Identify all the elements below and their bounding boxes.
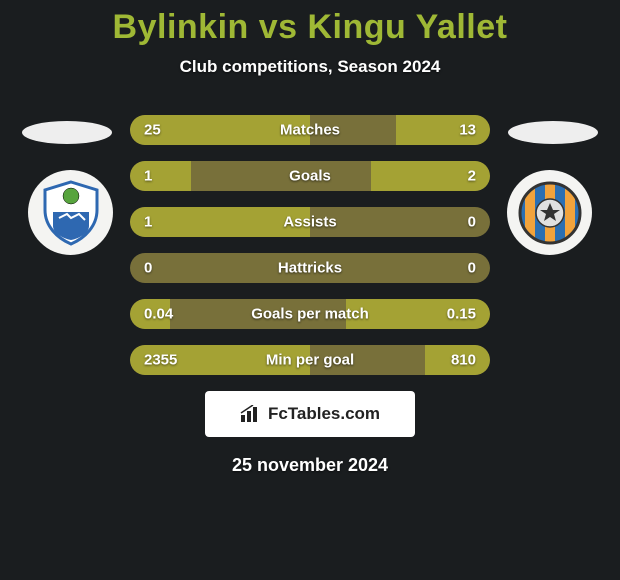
bar-value-right: 0 — [468, 260, 476, 277]
bar-row: 0 0 Hattricks — [130, 253, 490, 283]
bar-row: 0.04 0.15 Goals per match — [130, 299, 490, 329]
bar-label: Hattricks — [278, 260, 342, 277]
bar-left-fill — [130, 161, 191, 191]
crest-right-icon — [515, 178, 585, 248]
bar-row: 2355 810 Min per goal — [130, 345, 490, 375]
platform-left — [22, 121, 112, 144]
bar-value-right: 2 — [468, 168, 476, 185]
bar-value-left: 1 — [144, 214, 152, 231]
bar-value-left: 2355 — [144, 352, 177, 369]
page-subtitle: Club competitions, Season 2024 — [0, 57, 620, 77]
bar-value-left: 0 — [144, 260, 152, 277]
bar-value-right: 0 — [468, 214, 476, 231]
comparison-area: 25 13 Matches 1 2 Goals 1 0 Assists 0 0 Hattricks 0.… — [0, 115, 620, 375]
platform-right — [508, 121, 598, 144]
bar-label: Assists — [283, 214, 336, 231]
bar-value-right: 810 — [451, 352, 476, 369]
bar-label: Min per goal — [266, 352, 354, 369]
bar-value-left: 1 — [144, 168, 152, 185]
bar-value-left: 25 — [144, 122, 161, 139]
bar-value-right: 13 — [459, 122, 476, 139]
bar-label: Goals per match — [251, 306, 369, 323]
bar-value-right: 0.15 — [447, 306, 476, 323]
avatar-left — [28, 170, 113, 255]
bar-label: Goals — [289, 168, 331, 185]
page-date: 25 november 2024 — [0, 455, 620, 476]
bar-row: 25 13 Matches — [130, 115, 490, 145]
chart-icon — [240, 405, 262, 423]
page-title: Bylinkin vs Kingu Yallet — [0, 0, 620, 47]
bar-row: 1 2 Goals — [130, 161, 490, 191]
bar-row: 1 0 Assists — [130, 207, 490, 237]
footer-badge-text: FcTables.com — [268, 404, 380, 424]
avatar-right — [507, 170, 592, 255]
bar-value-left: 0.04 — [144, 306, 173, 323]
footer-badge: FcTables.com — [205, 391, 415, 437]
bars-container: 25 13 Matches 1 2 Goals 1 0 Assists 0 0 Hattricks 0.… — [130, 115, 490, 375]
bar-label: Matches — [280, 122, 340, 139]
crest-left-icon — [41, 180, 101, 246]
